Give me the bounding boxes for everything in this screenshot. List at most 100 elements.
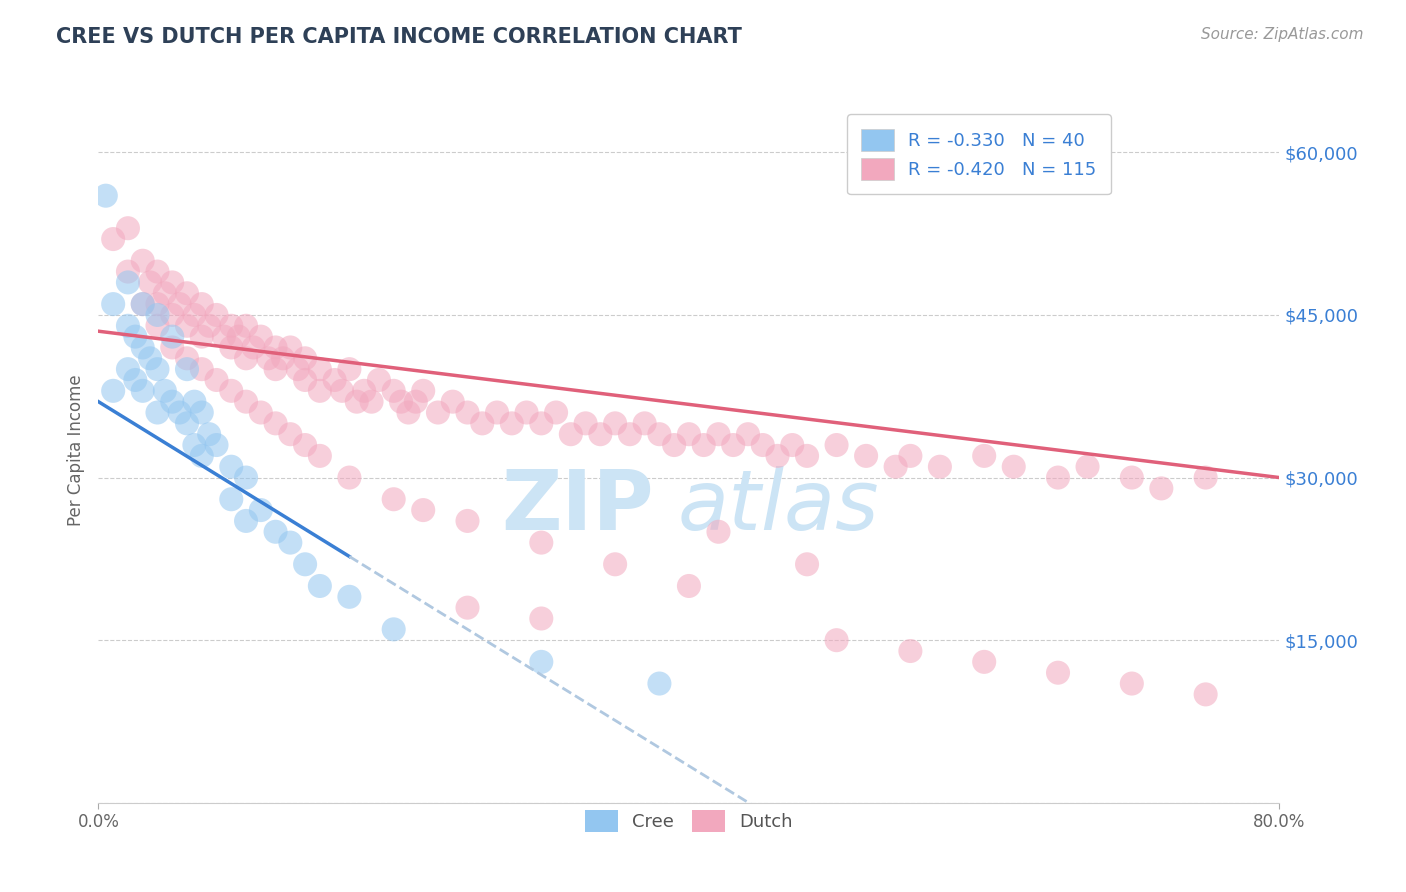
Point: [309, 362, 332, 376]
Point: [693, 438, 716, 452]
Point: [353, 384, 375, 398]
Point: [132, 341, 155, 355]
Point: [737, 427, 759, 442]
Point: [648, 427, 671, 442]
Point: [176, 286, 198, 301]
Point: [205, 438, 228, 452]
Point: [132, 297, 155, 311]
Point: [146, 297, 169, 311]
Point: [191, 297, 214, 311]
Point: [117, 221, 139, 235]
Point: [94, 188, 117, 202]
Point: [398, 405, 420, 419]
Point: [103, 384, 125, 398]
Point: [139, 351, 162, 366]
Point: [228, 329, 250, 343]
Point: [280, 427, 302, 442]
Point: [1046, 665, 1070, 680]
Point: [235, 318, 257, 333]
Point: [146, 318, 169, 333]
Point: [530, 417, 553, 431]
Point: [117, 276, 139, 290]
Point: [212, 329, 235, 343]
Point: [1077, 459, 1099, 474]
Point: [191, 449, 214, 463]
Point: [264, 341, 287, 355]
Point: [250, 503, 273, 517]
Point: [117, 264, 139, 278]
Point: [250, 405, 273, 419]
Point: [530, 611, 553, 625]
Point: [294, 558, 316, 572]
Text: CREE VS DUTCH PER CAPITA INCOME CORRELATION CHART: CREE VS DUTCH PER CAPITA INCOME CORRELAT…: [56, 27, 742, 46]
Point: [929, 459, 952, 474]
Point: [176, 318, 198, 333]
Point: [264, 417, 287, 431]
Point: [825, 438, 848, 452]
Point: [294, 373, 316, 387]
Y-axis label: Per Capita Income: Per Capita Income: [66, 375, 84, 526]
Point: [346, 394, 368, 409]
Point: [309, 579, 332, 593]
Point: [752, 438, 775, 452]
Point: [124, 329, 146, 343]
Point: [162, 394, 183, 409]
Point: [235, 470, 257, 484]
Point: [330, 384, 353, 398]
Point: [678, 427, 700, 442]
Point: [796, 449, 818, 463]
Point: [139, 276, 162, 290]
Point: [162, 276, 183, 290]
Point: [191, 362, 214, 376]
Point: [323, 373, 346, 387]
Point: [162, 341, 183, 355]
Point: [221, 384, 243, 398]
Point: [457, 405, 479, 419]
Point: [191, 329, 214, 343]
Point: [221, 341, 243, 355]
Point: [1002, 459, 1025, 474]
Point: [280, 535, 302, 549]
Point: [530, 655, 553, 669]
Point: [360, 394, 382, 409]
Point: [486, 405, 509, 419]
Point: [457, 600, 479, 615]
Point: [575, 417, 598, 431]
Point: [530, 535, 553, 549]
Point: [221, 492, 243, 507]
Point: [103, 297, 125, 311]
Point: [855, 449, 877, 463]
Point: [309, 449, 332, 463]
Point: [235, 394, 257, 409]
Point: [973, 655, 995, 669]
Point: [457, 514, 479, 528]
Point: [634, 417, 657, 431]
Point: [427, 405, 450, 419]
Text: ZIP: ZIP: [501, 467, 654, 548]
Point: [117, 362, 139, 376]
Point: [973, 449, 995, 463]
Point: [368, 373, 391, 387]
Point: [221, 459, 243, 474]
Point: [471, 417, 494, 431]
Point: [405, 394, 427, 409]
Point: [560, 427, 582, 442]
Point: [132, 297, 155, 311]
Point: [257, 351, 280, 366]
Point: [169, 405, 191, 419]
Point: [176, 362, 198, 376]
Point: [176, 351, 198, 366]
Point: [1195, 470, 1218, 484]
Point: [900, 644, 922, 658]
Point: [382, 384, 405, 398]
Point: [191, 405, 214, 419]
Point: [339, 362, 361, 376]
Point: [235, 514, 257, 528]
Point: [294, 438, 316, 452]
Point: [162, 329, 183, 343]
Point: [782, 438, 804, 452]
Legend: Cree, Dutch: Cree, Dutch: [575, 799, 803, 843]
Point: [1195, 687, 1218, 701]
Point: [242, 341, 264, 355]
Point: [183, 438, 205, 452]
